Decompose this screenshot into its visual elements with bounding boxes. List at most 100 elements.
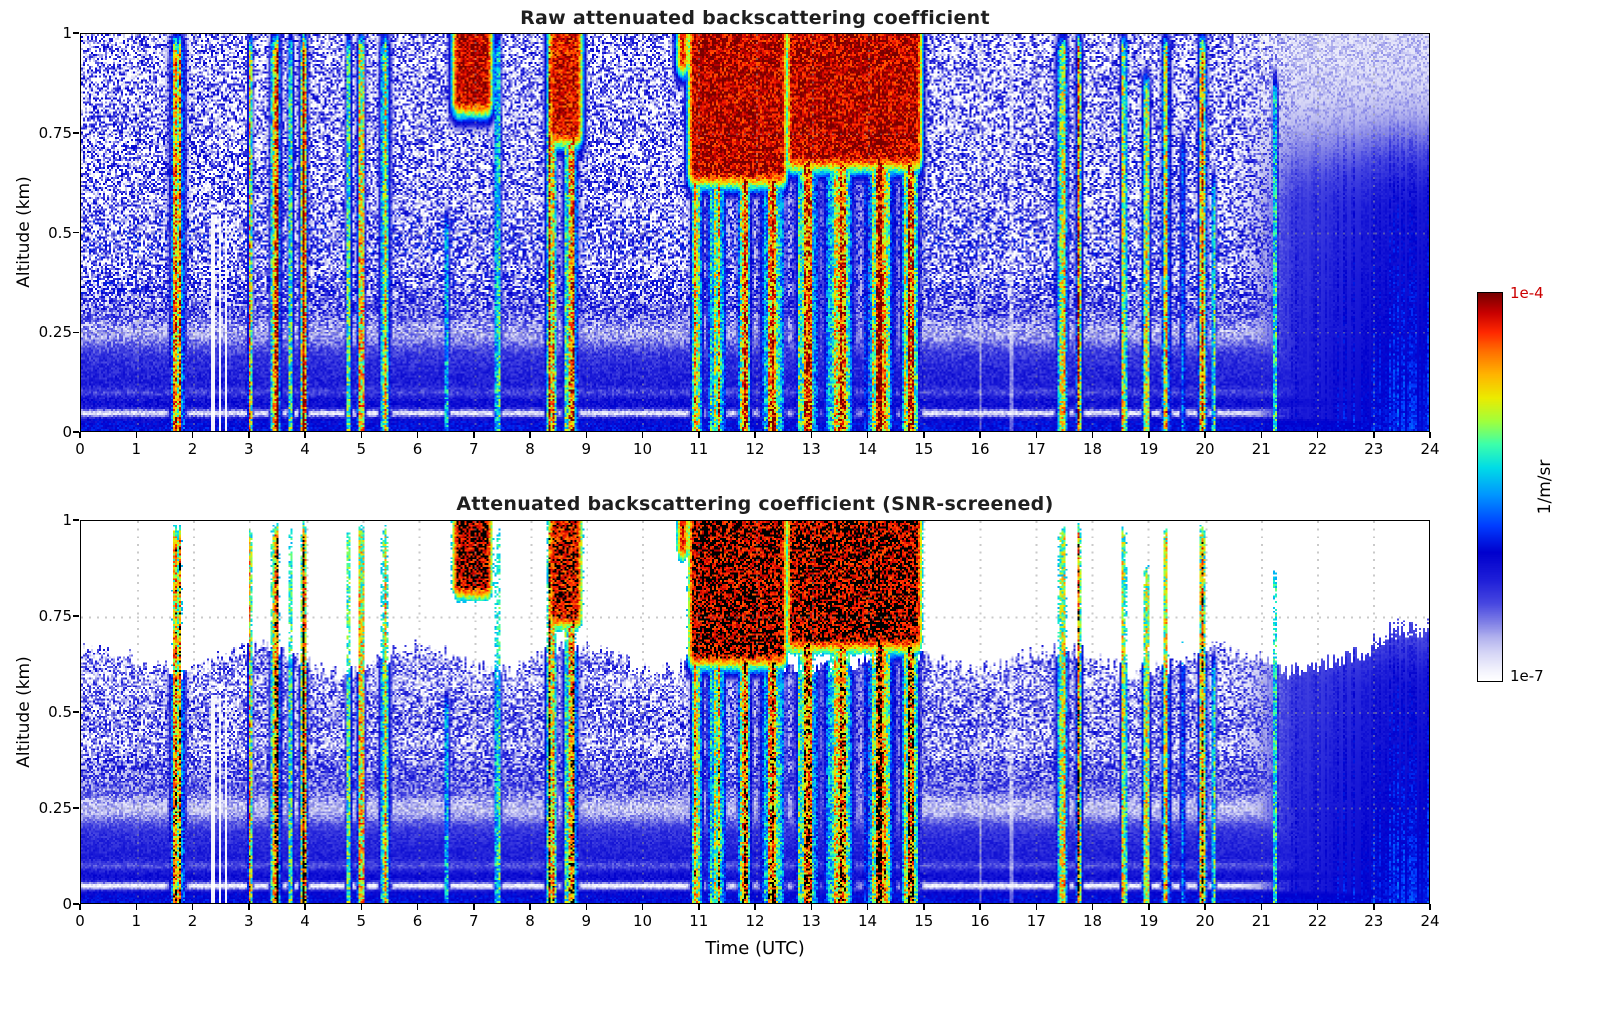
x-tick-mark	[810, 904, 812, 910]
x-tick-label: 6	[412, 912, 423, 930]
x-tick-mark	[191, 904, 194, 910]
colorbar-min-label: 1e-7	[1510, 667, 1544, 685]
x-tick-mark	[979, 904, 981, 910]
x-tick-label: 2	[187, 912, 198, 930]
x-tick-label: 23	[1364, 912, 1384, 930]
y-tick-label: 0.75	[38, 123, 72, 142]
x-tick-mark	[360, 432, 362, 438]
x-tick-mark	[641, 904, 644, 910]
x-tick-label: 11	[689, 440, 709, 458]
y-tick-label: 0.25	[38, 323, 72, 342]
x-tick-label: 17	[1026, 440, 1046, 458]
x-tick-mark	[698, 904, 700, 910]
x-tick-mark	[1373, 904, 1375, 910]
x-tick-mark	[529, 904, 531, 910]
x-tick-mark	[698, 432, 700, 438]
x-tick-label: 21	[1251, 912, 1271, 930]
x-tick-mark	[923, 904, 925, 910]
x-tick-label: 16	[970, 912, 990, 930]
x-tick-label: 17	[1026, 912, 1046, 930]
x-tick-label: 6	[412, 440, 423, 458]
y-tick-label: 0	[62, 895, 72, 913]
x-tick-label: 9	[581, 440, 592, 458]
x-tick-mark	[754, 432, 756, 438]
y-tick-mark	[73, 711, 79, 713]
y-tick-mark	[73, 331, 79, 333]
x-tick-label: 22	[1307, 440, 1328, 458]
x-tick-label: 16	[970, 440, 990, 458]
x-tick-mark	[810, 432, 812, 438]
x-tick-mark	[248, 432, 250, 438]
x-tick-mark	[1316, 432, 1319, 438]
x-tick-mark	[585, 432, 587, 438]
x-tick-label: 1	[131, 912, 142, 930]
x-tick-label: 24	[1420, 912, 1440, 930]
y-tick-label: 0.75	[38, 607, 72, 625]
x-tick-mark	[1148, 904, 1150, 910]
x-tick-label: 10	[632, 440, 653, 458]
x-tick-label: 7	[468, 440, 479, 458]
x-tick-label: 23	[1364, 440, 1384, 458]
x-tick-mark	[191, 432, 194, 438]
x-tick-label: 13	[801, 440, 821, 458]
x-tick-label: 10	[632, 912, 653, 930]
x-tick-mark	[641, 432, 644, 438]
x-tick-mark	[135, 432, 137, 438]
x-tick-label: 11	[689, 912, 709, 930]
x-tick-label: 20	[1195, 440, 1215, 458]
x-tick-label: 15	[914, 440, 934, 458]
x-tick-label: 9	[581, 912, 592, 930]
x-tick-mark	[1373, 432, 1375, 438]
x-tick-mark	[416, 904, 419, 910]
colorbar	[1477, 292, 1503, 682]
y-tick-mark	[73, 32, 79, 34]
x-tick-label: 5	[356, 440, 367, 458]
x-tick-mark	[304, 432, 306, 438]
x-tick-label: 4	[300, 440, 310, 458]
colorbar-units-label: 1/m/sr	[1535, 459, 1555, 515]
x-tick-mark	[866, 432, 869, 438]
x-tick-label: 4	[300, 912, 310, 930]
y-tick-label: 1	[62, 511, 72, 529]
y-tick-label: 0.25	[38, 799, 72, 817]
x-tick-label: 18	[1082, 912, 1103, 930]
x-tick-mark	[866, 904, 869, 910]
x-tick-mark	[529, 432, 531, 438]
x-tick-mark	[1204, 904, 1206, 910]
x-tick-mark	[1035, 904, 1037, 910]
x-tick-label: 5	[356, 912, 367, 930]
x-tick-label: 1	[131, 440, 142, 458]
x-tick-label: 0	[75, 912, 85, 930]
raw-panel-title: Raw attenuated backscattering coefficien…	[520, 7, 990, 29]
x-tick-mark	[1035, 432, 1037, 438]
x-tick-mark	[1260, 432, 1262, 438]
x-tick-label: 3	[243, 440, 254, 458]
x-tick-label: 3	[243, 912, 254, 930]
x-tick-mark	[135, 904, 137, 910]
y-tick-label: 1	[62, 24, 72, 42]
x-tick-mark	[1429, 904, 1431, 910]
colorbar-max-label: 1e-4	[1510, 284, 1544, 302]
x-tick-mark	[360, 904, 362, 910]
x-tick-label: 20	[1195, 912, 1215, 930]
x-tick-mark	[304, 904, 306, 910]
x-tick-mark	[1429, 432, 1431, 438]
x-tick-label: 15	[914, 912, 934, 930]
x-tick-label: 0	[75, 440, 85, 458]
screened-panel-title: Attenuated backscattering coefficient (S…	[456, 493, 1054, 515]
x-tick-mark	[473, 904, 475, 910]
x-tick-mark	[416, 432, 419, 438]
y-tick-mark	[73, 615, 79, 617]
x-tick-label: 13	[801, 912, 821, 930]
x-tick-mark	[1204, 432, 1206, 438]
x-tick-mark	[1260, 904, 1262, 910]
y-tick-mark	[73, 231, 79, 234]
x-tick-mark	[79, 904, 81, 910]
y-tick-mark	[73, 807, 79, 809]
x-tick-mark	[979, 432, 981, 438]
x-tick-mark	[79, 432, 81, 438]
y-tick-label: 0.5	[48, 223, 72, 242]
x-tick-mark	[248, 904, 250, 910]
raw-heatmap-canvas	[81, 34, 1429, 431]
